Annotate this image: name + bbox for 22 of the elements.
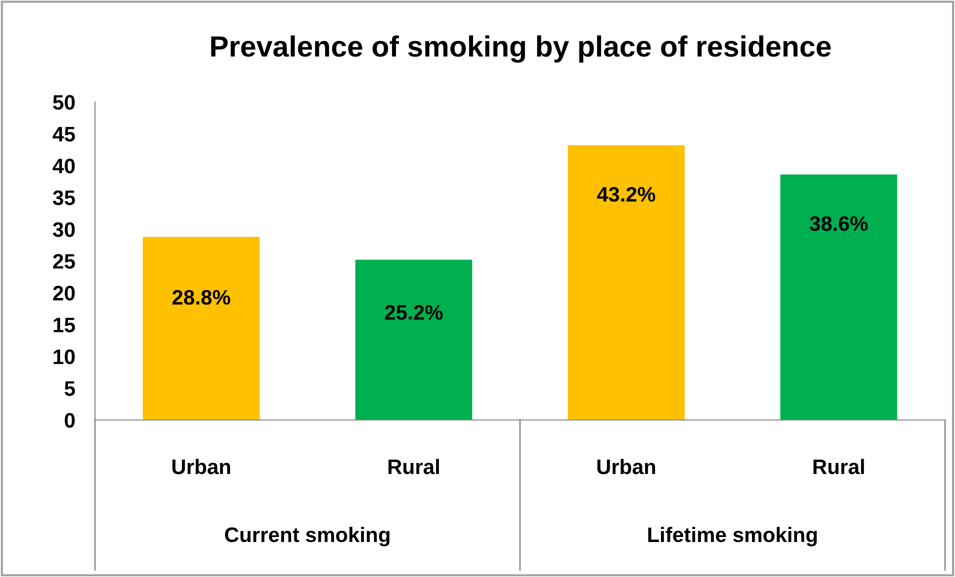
chart-title: Prevalence of smoking by place of residence <box>211 35 831 63</box>
x-tick-label: Rural <box>814 458 864 474</box>
y-tick-label: 5 <box>64 381 75 396</box>
x-tick-label: Rural <box>388 458 439 474</box>
y-tick-label: 25 <box>53 254 75 269</box>
data-label: 25.2% <box>384 305 443 320</box>
y-tick-label: 45 <box>52 127 75 142</box>
x-tick-label: Urban <box>597 458 656 474</box>
y-tick-label: 0 <box>64 413 75 428</box>
y-tick-label: 20 <box>53 286 75 301</box>
y-tick-label: 35 <box>52 190 75 206</box>
y-tick-label: 50 <box>53 95 75 110</box>
text: Lifetime smoking <box>648 526 817 546</box>
data-label: 43.2% <box>597 186 656 202</box>
y-tick-label: 30 <box>52 222 75 237</box>
y-tick-label: 10 <box>54 349 75 364</box>
text: Current smoking <box>225 526 390 546</box>
y-tick-label: 15 <box>54 318 75 332</box>
x-tick-label: Urban <box>172 458 230 474</box>
y-tick-label: 40 <box>52 158 75 174</box>
data-label: 28.8% <box>172 290 230 305</box>
data-label: 38.6% <box>810 216 868 232</box>
